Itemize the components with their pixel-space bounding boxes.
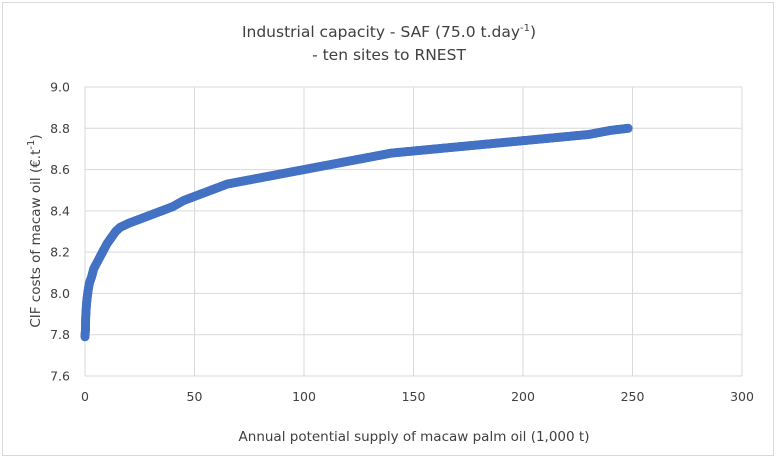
chart-title-line1: Industrial capacity - SAF (75.0 t.day-1) bbox=[242, 23, 536, 41]
y-tick-label: 8.0 bbox=[50, 286, 70, 301]
x-tick-label: 250 bbox=[621, 389, 645, 404]
x-tick-label: 100 bbox=[292, 389, 316, 404]
y-axis-ticks: 7.6 7.8 8.0 8.2 8.4 8.6 8.8 9.0 bbox=[50, 80, 70, 384]
chart-area bbox=[2, 2, 774, 456]
x-axis-title: Annual potential supply of macaw palm oi… bbox=[239, 429, 590, 445]
y-tick-label: 8.4 bbox=[50, 203, 70, 218]
y-tick-label: 8.8 bbox=[50, 121, 70, 136]
x-tick-label: 300 bbox=[730, 389, 754, 404]
y-tick-label: 8.6 bbox=[50, 162, 70, 177]
gridlines bbox=[84, 86, 743, 377]
y-tick-label: 7.8 bbox=[50, 327, 70, 342]
x-tick-label: 150 bbox=[402, 389, 426, 404]
y-axis-title: CIF costs of macaw oil (€.t-1) bbox=[26, 134, 44, 327]
x-tick-label: 200 bbox=[511, 389, 535, 404]
data-series bbox=[80, 123, 633, 342]
y-tick-label: 8.2 bbox=[50, 245, 70, 260]
x-tick-label: 50 bbox=[187, 389, 203, 404]
x-axis-ticks: 0 50 100 150 200 250 300 bbox=[81, 389, 754, 404]
y-tick-label: 7.6 bbox=[50, 369, 70, 384]
data-point bbox=[623, 123, 633, 133]
chart-title-line2: - ten sites to RNEST bbox=[312, 46, 466, 64]
x-tick-label: 0 bbox=[81, 389, 89, 404]
y-tick-label: 9.0 bbox=[50, 80, 70, 95]
